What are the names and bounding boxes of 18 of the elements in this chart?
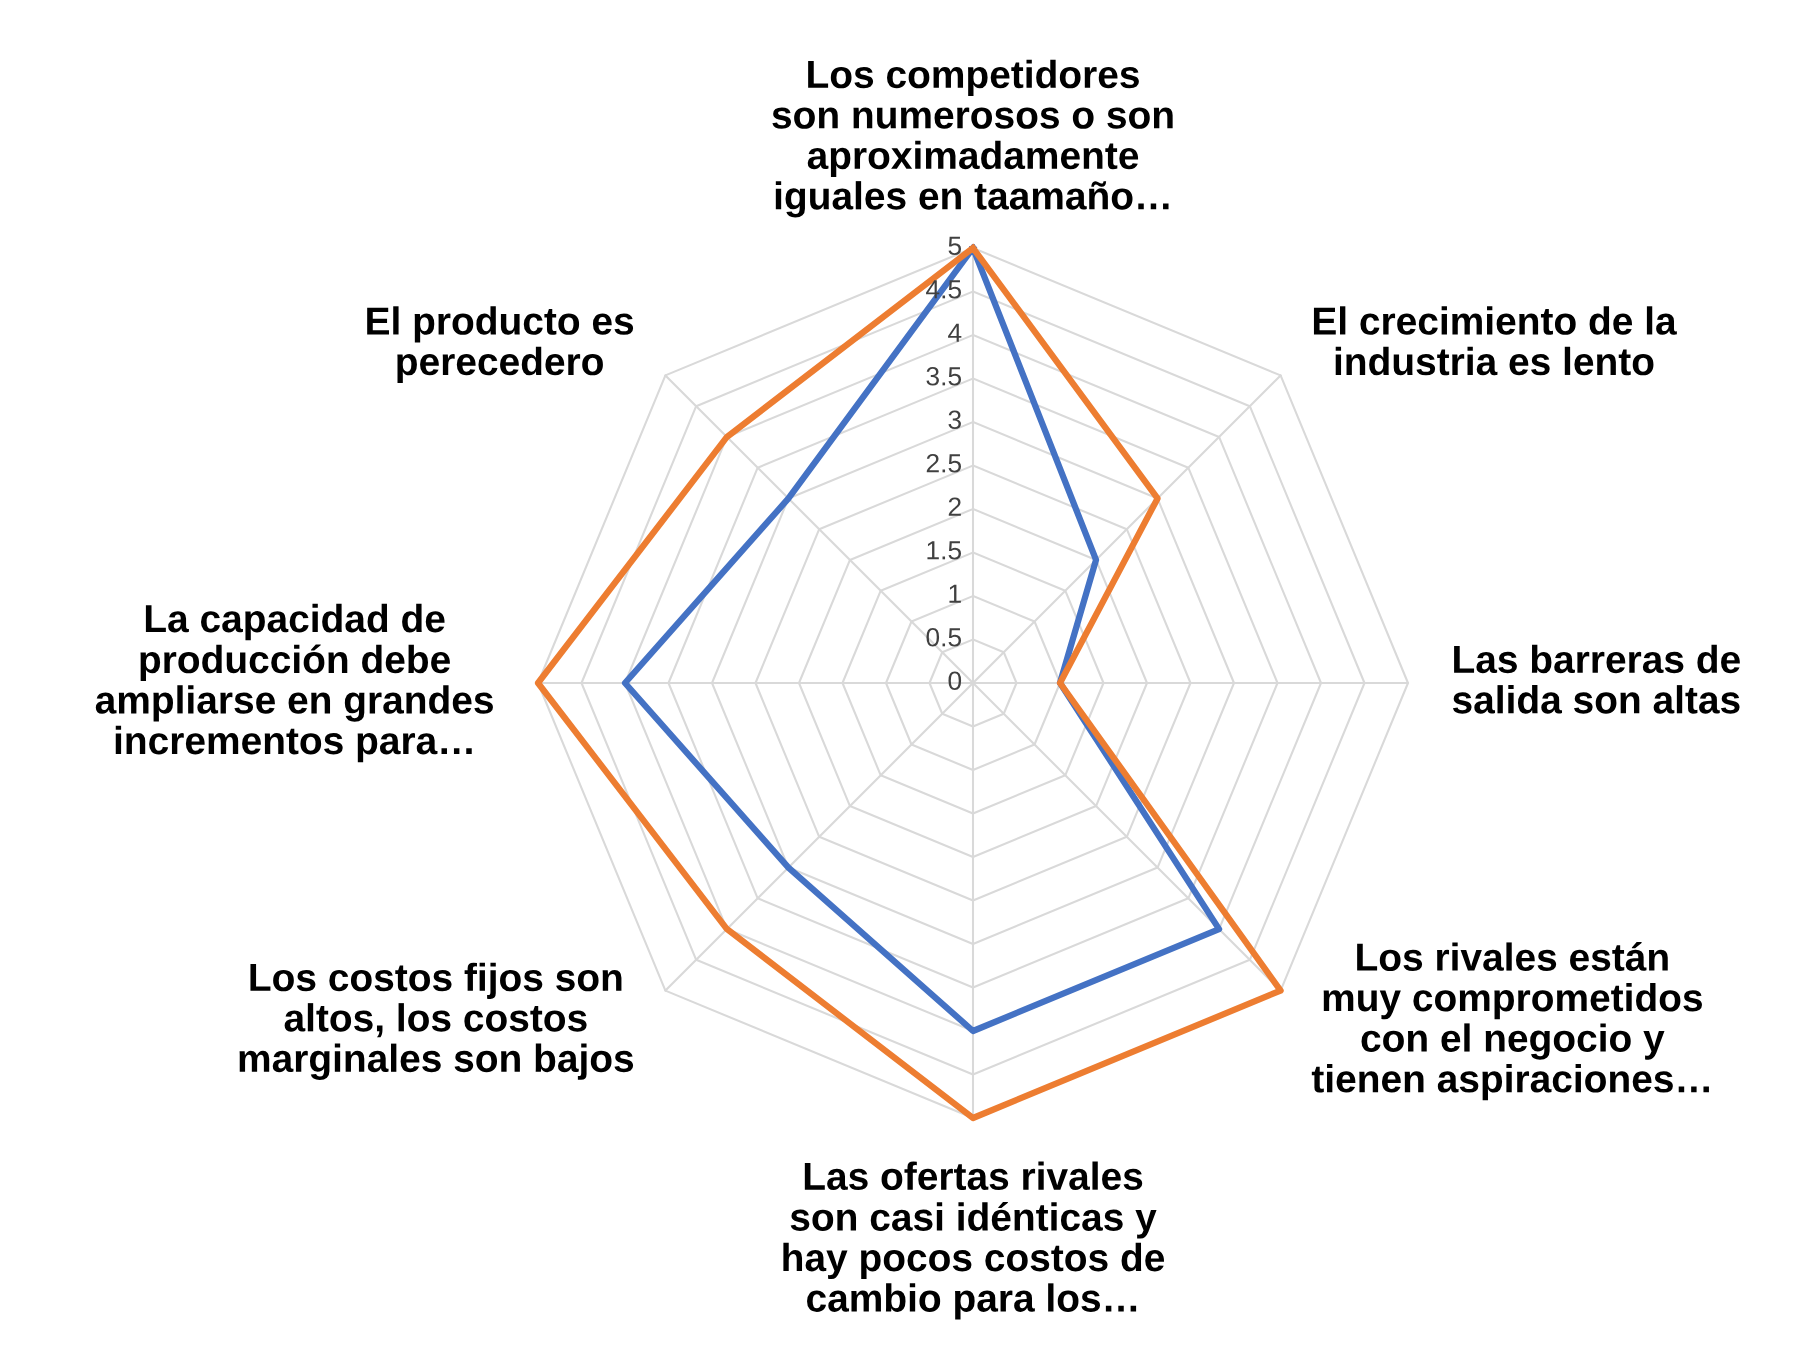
spoke-label: La capacidad de producción debe ampliarse en grandes incrementos para… xyxy=(95,603,493,763)
y-tick-label: 0 xyxy=(948,671,962,691)
y-tick-label: 3 xyxy=(948,410,961,430)
spoke-label: Las ofertas rivales son casi idénticas y hay pocos costos de cambio para los… xyxy=(783,1161,1165,1320)
y-tick-label: 1.5 xyxy=(927,541,962,560)
spoke-label: Los rivales están muy comprometidos con el negocio y tienen aspiraciones… xyxy=(1311,942,1709,1101)
spoke-label: El crecimiento de la industria es lento xyxy=(1313,306,1677,376)
spoke-label: Las barreras de salida son altas xyxy=(1452,644,1740,714)
spoke-label: Los competidores son numerosos o son aproximadamente iguales en taamaño… xyxy=(772,59,1173,218)
y-tick-label: 0.5 xyxy=(926,627,962,647)
spoke-label: El producto es perecedero xyxy=(367,306,634,384)
spoke-label: Los costos fijos son altos, los costos marginales son bajos xyxy=(239,962,634,1081)
y-tick-label: 2 xyxy=(948,497,961,516)
y-tick-label: 4 xyxy=(948,323,962,342)
y-tick-label: 2.5 xyxy=(926,453,962,473)
y-tick-label: 1 xyxy=(949,584,961,603)
y-tick-label: 3.5 xyxy=(926,366,962,386)
y-tick-label: 5 xyxy=(948,236,962,256)
